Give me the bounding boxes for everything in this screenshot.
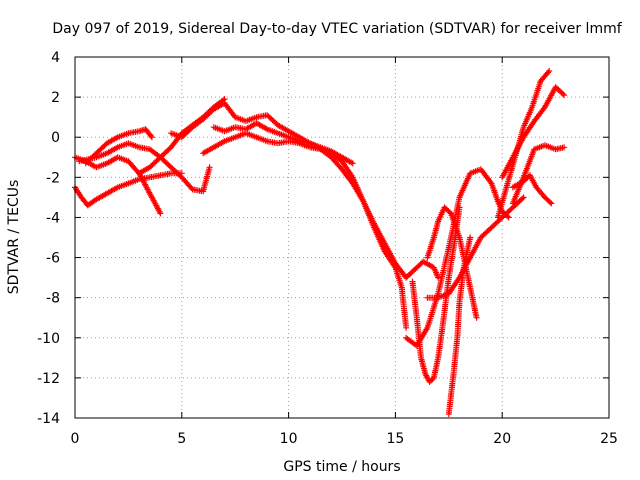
- data-point-markers: [76, 140, 213, 195]
- series-arc-4: [82, 126, 155, 167]
- x-tick-label: 10: [280, 431, 298, 447]
- x-tick-label: 20: [493, 431, 511, 447]
- data-point-markers: [509, 172, 555, 207]
- y-tick-label: 4: [51, 50, 60, 66]
- chart-title: Day 097 of 2019, Sidereal Day-to-day VTE…: [52, 21, 622, 37]
- series-arc-17: [509, 172, 555, 207]
- series-arc-12: [445, 234, 474, 417]
- x-tick-label: 0: [71, 431, 80, 447]
- y-tick-label: -6: [46, 251, 60, 267]
- y-tick-label: -10: [37, 331, 60, 347]
- data-point-markers: [445, 234, 474, 417]
- x-axis-label: GPS time / hours: [283, 459, 400, 475]
- data-point-markers: [210, 120, 442, 281]
- y-tick-label: -8: [46, 291, 60, 307]
- y-tick-label: 2: [51, 90, 60, 106]
- data-points: [72, 68, 568, 417]
- data-point-markers: [82, 126, 155, 167]
- y-tick-label: -2: [46, 170, 60, 186]
- x-tick-label: 15: [386, 431, 404, 447]
- y-tick-label: -14: [37, 411, 60, 427]
- data-point-markers: [499, 84, 568, 181]
- y-tick-label: -4: [46, 210, 60, 226]
- series-arc-15: [499, 84, 568, 181]
- data-point-markers: [424, 194, 527, 301]
- y-tick-label: -12: [37, 371, 60, 387]
- axis-ticks: 0 5 10 15 20 25 -14 -12 -10 -8 -6 -4 -2 0 2 4: [37, 50, 618, 447]
- series-arc-13: [424, 194, 527, 301]
- series-arc-10: [403, 166, 512, 349]
- x-tick-label: 25: [600, 431, 618, 447]
- y-tick-label: 0: [51, 130, 60, 146]
- plot-frame: [74, 56, 610, 419]
- series-arc-3: [76, 140, 213, 195]
- x-tick-label: 5: [177, 431, 186, 447]
- data-point-markers: [403, 166, 512, 349]
- y-axis-label: SDTVAR / TECUs: [6, 180, 22, 295]
- series-arc-8: [210, 120, 442, 281]
